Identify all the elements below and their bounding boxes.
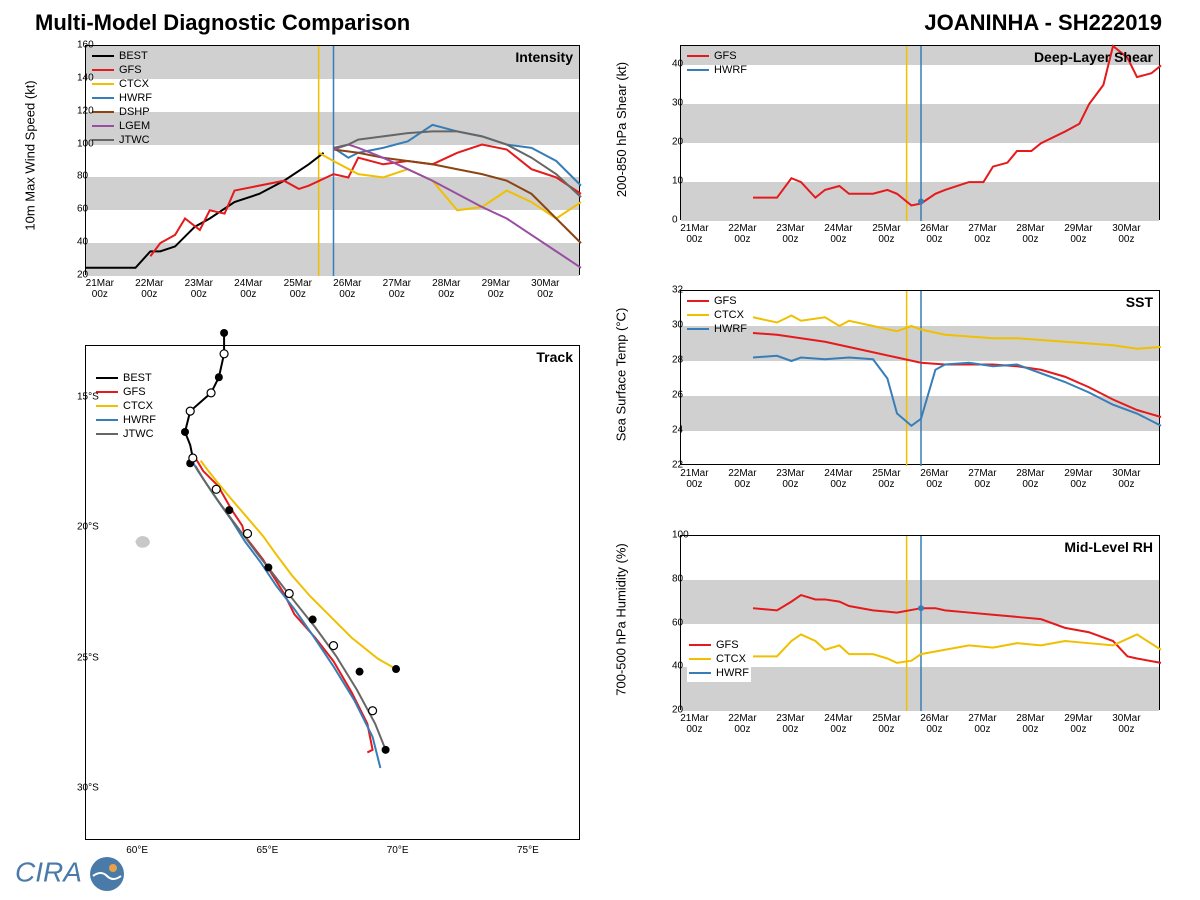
shear-plot <box>681 46 1159 219</box>
rh-panel: Mid-Level RH GFSCTCXHWRF <box>680 535 1160 710</box>
rh-legend: GFSCTCXHWRF <box>687 636 751 682</box>
intensity-plot <box>86 46 579 274</box>
sst-legend: GFSCTCXHWRF <box>687 294 747 336</box>
shear-label: Deep-Layer Shear <box>1034 49 1153 65</box>
track-panel: Track BESTGFSCTCXHWRFJTWC <box>85 345 580 840</box>
track-label: Track <box>536 349 573 365</box>
rh-label: Mid-Level RH <box>1064 539 1153 555</box>
cira-logo: CIRA <box>15 856 125 892</box>
track-plot <box>86 346 579 839</box>
page-title-left: Multi-Model Diagnostic Comparison <box>35 10 410 36</box>
intensity-label: Intensity <box>515 49 573 65</box>
track-legend: BESTGFSCTCXHWRFJTWC <box>96 371 156 441</box>
sst-plot <box>681 291 1159 464</box>
page-title-right: JOANINHA - SH222019 <box>924 10 1162 36</box>
sst-ylabel: Sea Surface Temp (°C) <box>613 308 628 442</box>
shear-panel: Deep-Layer Shear GFSHWRF <box>680 45 1160 220</box>
shear-ylabel: 200-850 hPa Shear (kt) <box>614 62 629 197</box>
rh-ylabel: 700-500 hPa Humidity (%) <box>614 543 629 695</box>
sst-label: SST <box>1126 294 1153 310</box>
intensity-panel: Intensity BESTGFSCTCXHWRFDSHPLGEMJTWC <box>85 45 580 275</box>
intensity-legend: BESTGFSCTCXHWRFDSHPLGEMJTWC <box>92 49 152 147</box>
sst-panel: SST GFSCTCXHWRF <box>680 290 1160 465</box>
intensity-ylabel: 10m Max Wind Speed (kt) <box>23 80 38 230</box>
rh-plot <box>681 536 1159 709</box>
shear-legend: GFSHWRF <box>687 49 747 77</box>
